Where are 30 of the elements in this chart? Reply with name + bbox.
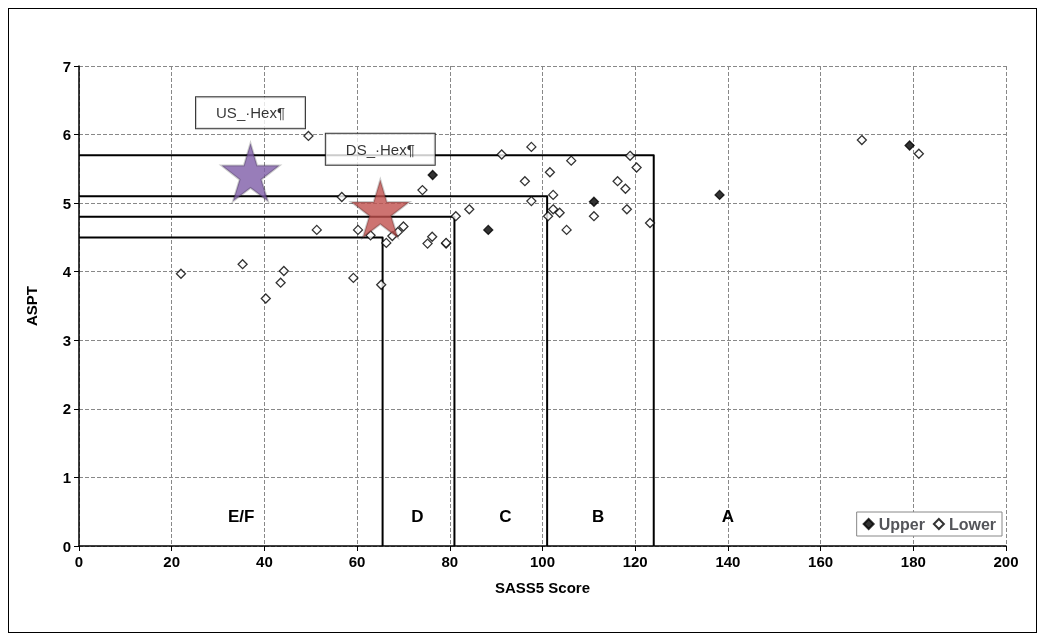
annotation: C: [499, 506, 512, 526]
y-tick-label: 5: [62, 194, 71, 212]
x-tick-label: 140: [715, 553, 741, 570]
x-tick-label: 60: [348, 553, 366, 570]
x-tick-label: 20: [163, 553, 181, 570]
y-tick-label: 4: [62, 263, 72, 281]
y-axis-title: ASPT: [23, 285, 40, 327]
x-tick-label: 120: [622, 553, 648, 570]
x-tick-label: 100: [529, 553, 556, 570]
y-tick-label: 3: [62, 331, 71, 349]
x-tick-label: 80: [441, 553, 459, 570]
annotation: D: [411, 506, 424, 526]
x-tick-label: 200: [993, 553, 1019, 570]
annotation: B: [591, 506, 605, 526]
x-axis-title: SASS5 Score: [494, 579, 591, 596]
y-tick-label: 1: [62, 468, 71, 486]
x-tick-label: 160: [808, 553, 834, 570]
x-tick-label: 180: [900, 553, 926, 570]
annotation: E/F: [228, 506, 255, 526]
text: DS_·Hex¶: [345, 140, 415, 158]
x-tick-label: 0: [74, 553, 84, 570]
x-tick-label: 40: [256, 553, 273, 570]
legend-label: Upper: [878, 515, 925, 533]
y-tick-label: 0: [62, 537, 71, 555]
y-tick-label: 2: [62, 400, 71, 418]
legend-label: Lower: [948, 515, 997, 533]
text: US_·Hex¶: [216, 104, 285, 122]
annotation: A: [721, 506, 735, 526]
y-tick-label: 7: [62, 57, 71, 75]
y-tick-label: 6: [62, 126, 71, 144]
